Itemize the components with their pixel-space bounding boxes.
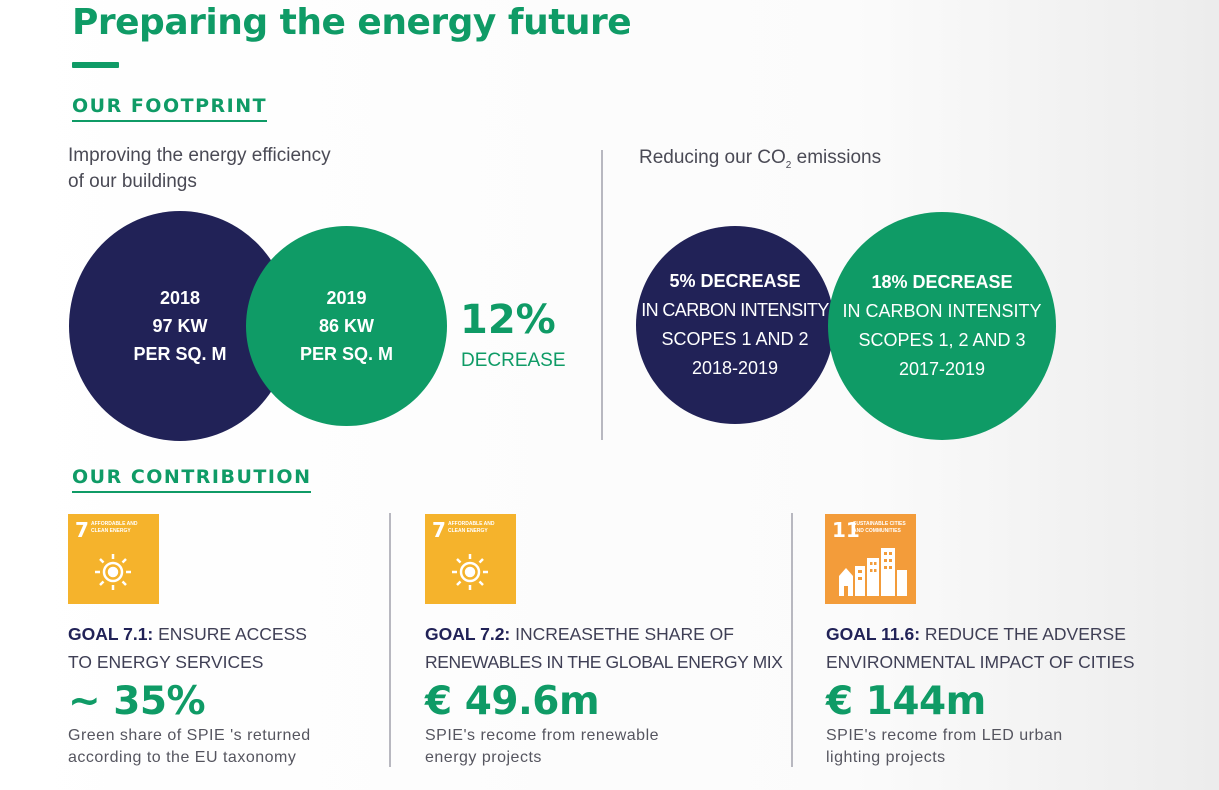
circle-2019: 2019 86 KW PER SQ. M	[246, 226, 447, 426]
buildings-subtitle-line2: of our buildings	[68, 171, 197, 192]
goal-7-2-figure: € 49.6m	[425, 679, 600, 724]
circle-2019-year: 2019	[326, 288, 367, 308]
goal-7-1-figure: ~ 35%	[68, 679, 206, 724]
goal-line1: INCREASETHE SHARE OF	[510, 624, 734, 644]
sdg-tile-number: 7	[432, 518, 446, 542]
goal-line2: RENEWABLES IN THE GLOBAL ENERGY MIX	[425, 652, 783, 672]
goal-7-2-desc: SPIE's recome from renewable energy proj…	[425, 725, 659, 769]
goal-11-6-desc: SPIE's recome from LED urban lighting pr…	[826, 725, 1063, 769]
title-underline	[72, 62, 119, 68]
desc-line2: lighting projects	[826, 749, 946, 766]
footprint-heading: OUR FOOTPRINT	[72, 95, 268, 122]
goal-7-1-desc: Green share of SPIE 's returned accordin…	[68, 725, 311, 769]
sdg-tile-text: SUSTAINABLE CITIES AND COMMUNITIES	[853, 521, 906, 534]
circle-2018-value: 97 KW	[152, 316, 208, 336]
divider-goal-2	[791, 513, 793, 767]
circle-a-line3: SCOPES 1 AND 2	[661, 329, 809, 349]
goal-11-6-figure: € 144m	[826, 679, 986, 724]
circle-a-line1: 5% DECREASE	[669, 271, 801, 291]
circle-2018-unit: PER SQ. M	[133, 344, 227, 364]
buildings-decrease-pct: 12%	[460, 297, 556, 343]
circle-2018-year: 2018	[159, 288, 201, 308]
circle-2019-unit: PER SQ. M	[299, 344, 393, 364]
emissions-subtitle-text: Reducing our CO	[639, 147, 786, 168]
circle-2019-value: 86 KW	[318, 316, 374, 336]
goal-line2: ENVIRONMENTAL IMPACT OF CITIES	[826, 652, 1135, 672]
buildings-subtitle-line1: Improving the energy efficiency	[68, 145, 331, 166]
sun-icon	[95, 554, 131, 590]
goal-line1: REDUCE THE ADVERSE	[920, 624, 1126, 644]
emissions-subtitle-end: emissions	[791, 147, 882, 168]
goal-line2: TO ENERGY SERVICES	[68, 652, 264, 672]
circle-scope-1-2-3: 18% DECREASE IN CARBON INTENSITY SCOPES …	[828, 212, 1056, 440]
divider-goal-1	[389, 513, 391, 767]
buildings-decrease-label: DECREASE	[461, 350, 566, 371]
contribution-heading: OUR CONTRIBUTION	[72, 466, 312, 493]
circle-b-line4: 2017-2019	[898, 359, 986, 379]
goal-label: GOAL 7.2:	[425, 624, 511, 644]
goal-7-1-text: GOAL 7.1: ENSURE ACCESS TO ENERGY SERVIC…	[68, 620, 307, 676]
sdg-tile-7: 7 AFFORDABLE AND CLEAN ENERGY	[425, 514, 516, 604]
sdg-tile-7: 7 AFFORDABLE AND CLEAN ENERGY	[68, 514, 159, 604]
emissions-subtitle: Reducing our CO2 emissions	[639, 145, 881, 179]
circle-b-line3: SCOPES 1, 2 AND 3	[858, 330, 1026, 350]
desc-line1: SPIE's recome from LED urban	[826, 727, 1063, 744]
desc-line2: energy projects	[425, 749, 542, 766]
goal-label: GOAL 11.6:	[826, 624, 921, 644]
emissions-subtitle-sub: 2	[785, 159, 792, 171]
circle-b-line1: 18% DECREASE	[871, 272, 1013, 292]
circle-a-line2: IN CARBON INTENSITY	[641, 300, 829, 320]
page-title: Preparing the energy future	[72, 2, 632, 43]
sdg-tile-number: 11	[832, 518, 860, 542]
sun-icon	[452, 554, 488, 590]
buildings-subtitle: Improving the energy efficiency of our b…	[68, 143, 331, 195]
circle-a-line4: 2018-2019	[691, 358, 779, 378]
sdg-tile-11: 11 SUSTAINABLE CITIES AND COMMUNITIES	[825, 514, 916, 604]
sdg-tile-text: AFFORDABLE AND CLEAN ENERGY	[448, 521, 495, 534]
goal-11-6-text: GOAL 11.6: REDUCE THE ADVERSE ENVIRONMEN…	[826, 620, 1135, 676]
sdg-tile-text: AFFORDABLE AND CLEAN ENERGY	[91, 521, 138, 534]
desc-line1: SPIE's recome from renewable	[425, 727, 660, 744]
circle-b-line2: IN CARBON INTENSITY	[842, 301, 1042, 321]
sdg-tile-number: 7	[75, 518, 89, 542]
goal-label: GOAL 7.1:	[68, 624, 154, 644]
goal-line1: ENSURE ACCESS	[153, 624, 307, 644]
desc-line1: Green share of SPIE 's returned	[68, 727, 311, 744]
desc-line2: according to the EU taxonomy	[68, 749, 297, 766]
city-buildings-icon	[839, 548, 907, 596]
circle-scope-1-2: 5% DECREASE IN CARBON INTENSITY SCOPES 1…	[636, 226, 834, 424]
divider-footprint	[601, 150, 603, 440]
goal-7-2-text: GOAL 7.2: INCREASETHE SHARE OF RENEWABLE…	[425, 620, 783, 676]
